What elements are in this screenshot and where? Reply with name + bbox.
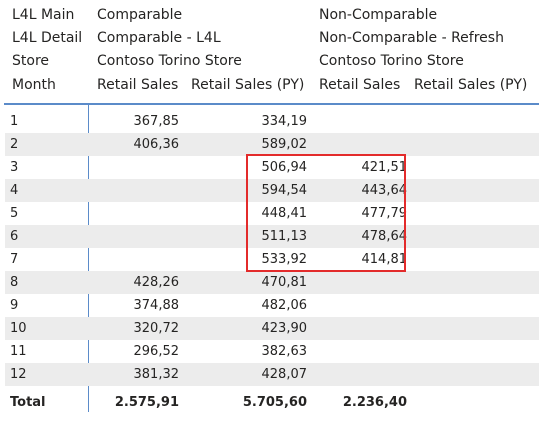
cell-retail-sales-py-1: 511,13 [261, 229, 308, 244]
column-header-comparable-l4l[interactable]: Comparable - L4L [97, 30, 221, 46]
table-row[interactable]: 10 320,72 423,90 [5, 317, 539, 340]
cell-retail-sales-py-1: 423,90 [261, 321, 308, 336]
row-header-month-value: 5 [10, 206, 19, 221]
row-header-month-value: 12 [10, 367, 27, 382]
cell-retail-sales-2: 443,64 [361, 183, 408, 198]
cell-retail-sales-1: 367,85 [133, 114, 180, 129]
cell-retail-sales-2: 421,51 [361, 160, 408, 175]
row-header-l4l-detail[interactable]: L4L Detail [12, 30, 83, 46]
row-header-month-value: 7 [10, 252, 19, 267]
row-header-month[interactable]: Month [12, 77, 56, 93]
cell-retail-sales-2: 478,64 [361, 229, 408, 244]
column-header-store-2[interactable]: Contoso Torino Store [319, 53, 464, 69]
table-row[interactable]: 8 428,26 470,81 [5, 271, 539, 294]
cell-retail-sales-py-1: 506,94 [261, 160, 308, 175]
table-row[interactable]: 5 448,41 477,79 [5, 202, 539, 225]
column-header-retail-sales-py-2[interactable]: Retail Sales (PY) [414, 77, 528, 93]
column-header-retail-sales-2[interactable]: Retail Sales [319, 77, 401, 93]
table-row[interactable]: 7 533,92 414,81 [5, 248, 539, 271]
cell-retail-sales-py-1: 382,63 [261, 344, 308, 359]
table-row[interactable]: 12 381,32 428,07 [5, 363, 539, 386]
column-header-non-comparable[interactable]: Non-Comparable [319, 7, 438, 23]
header-row-store: Store Contoso Torino Store Contoso Torin… [0, 50, 547, 73]
cell-retail-sales-py-1: 533,92 [261, 252, 308, 267]
total-value-retail-sales-py-1: 5.705,60 [242, 395, 307, 410]
table-row[interactable]: 1 367,85 334,19 [5, 110, 539, 133]
row-header-month-value: 9 [10, 298, 19, 313]
column-header-retail-sales-py-1[interactable]: Retail Sales (PY) [191, 77, 305, 93]
row-header-month-value: 1 [10, 114, 19, 129]
cell-retail-sales-1: 320,72 [133, 321, 180, 336]
table-row[interactable]: 2 406,36 589,02 [5, 133, 539, 156]
column-header-retail-sales-1[interactable]: Retail Sales [97, 77, 179, 93]
column-header-store-1[interactable]: Contoso Torino Store [97, 53, 242, 69]
column-header-non-comparable-refresh[interactable]: Non-Comparable - Refresh [319, 30, 504, 46]
row-header-store[interactable]: Store [12, 53, 50, 69]
header-row-month: Month Retail Sales Retail Sales (PY) Ret… [0, 74, 547, 97]
header-row-l4l-detail: L4L Detail Comparable - L4L Non-Comparab… [0, 27, 547, 50]
cell-retail-sales-1: 381,32 [133, 367, 180, 382]
column-header-comparable[interactable]: Comparable [97, 7, 183, 23]
cell-retail-sales-1: 406,36 [133, 137, 180, 152]
cell-retail-sales-2: 414,81 [361, 252, 408, 267]
table-row[interactable]: 4 594,54 443,64 [5, 179, 539, 202]
row-header-month-value: 8 [10, 275, 19, 290]
total-value-retail-sales-2: 2.236,40 [342, 395, 407, 410]
total-value-retail-sales-1: 2.575,91 [114, 395, 179, 410]
table-row[interactable]: 11 296,52 382,63 [5, 340, 539, 363]
cell-retail-sales-py-1: 470,81 [261, 275, 308, 290]
cell-retail-sales-1: 374,88 [133, 298, 180, 313]
cell-retail-sales-py-1: 589,02 [261, 137, 308, 152]
row-header-month-value: 11 [10, 344, 27, 359]
cell-retail-sales-py-1: 448,41 [261, 206, 308, 221]
cell-retail-sales-py-1: 594,54 [261, 183, 308, 198]
row-header-month-value: 6 [10, 229, 19, 244]
cell-retail-sales-py-1: 482,06 [261, 298, 308, 313]
row-header-month-value: 2 [10, 137, 19, 152]
cell-retail-sales-1: 428,26 [133, 275, 180, 290]
row-header-divider [88, 105, 89, 412]
cell-retail-sales-py-1: 334,19 [261, 114, 308, 129]
header-divider [4, 103, 539, 105]
cell-retail-sales-1: 296,52 [133, 344, 180, 359]
header-row-l4l-main: L4L Main Comparable Non-Comparable [0, 4, 547, 27]
row-header-month-value: 10 [10, 321, 27, 336]
table-row[interactable]: 3 506,94 421,51 [5, 156, 539, 179]
total-row[interactable]: Total 2.575,91 5.705,60 2.236,40 [5, 391, 539, 414]
table-row[interactable]: 6 511,13 478,64 [5, 225, 539, 248]
row-header-month-value: 4 [10, 183, 19, 198]
cell-retail-sales-py-1: 428,07 [261, 367, 308, 382]
row-header-month-value: 3 [10, 160, 19, 175]
total-label: Total [10, 395, 46, 410]
table-row[interactable]: 9 374,88 482,06 [5, 294, 539, 317]
row-header-l4l-main[interactable]: L4L Main [12, 7, 75, 23]
cell-retail-sales-2: 477,79 [361, 206, 408, 221]
